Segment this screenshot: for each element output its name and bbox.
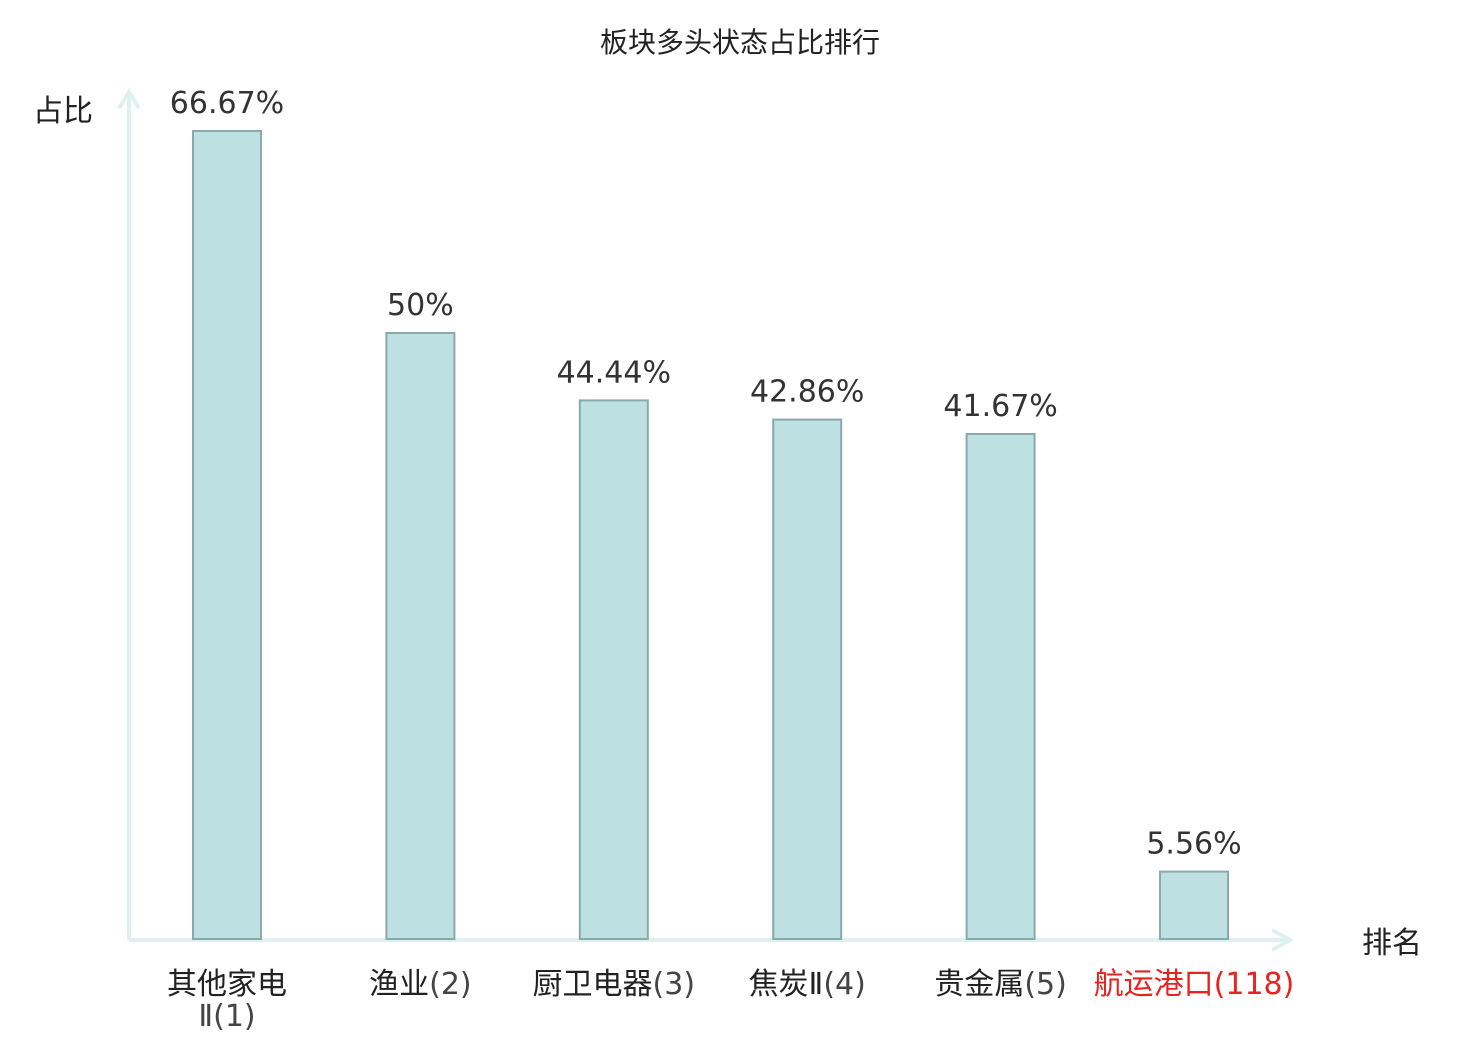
bars-group <box>192 130 1229 941</box>
bar-6 <box>1159 870 1229 940</box>
bar-2 <box>385 332 456 940</box>
axes <box>117 88 1295 952</box>
category-label-5: 贵金属(5) <box>934 967 1067 1002</box>
chart-title: 板块多头状态占比排行 <box>600 26 880 59</box>
x-axis-arrow-icon <box>1271 928 1295 952</box>
category-label-2: 渔业(2) <box>369 967 472 1002</box>
value-label-6: 5.56% <box>1146 827 1241 862</box>
bar-4 <box>772 418 843 941</box>
category-labels-group: 其他家电 Ⅱ(1) 渔业(2) 厨卫电器(3) 焦炭Ⅱ(4) 贵金属(5) 航运港口(118… <box>167 967 1294 1034</box>
x-axis-label: 排名 <box>1362 926 1422 961</box>
y-axis-arrow-icon <box>117 88 141 110</box>
bar-1 <box>192 130 262 940</box>
value-label-5: 41.67% <box>943 389 1057 424</box>
bar-3 <box>578 399 649 940</box>
bar-5 <box>965 433 1036 940</box>
category-label-1: 其他家电 Ⅱ(1) <box>167 967 287 1034</box>
value-labels-group: 66.67% 50% 44.44% 42.86% 41.67% 5.56% <box>170 86 1242 862</box>
category-label-6: 航运港口(118) <box>1094 967 1295 1002</box>
y-axis-label: 占比 <box>33 94 93 129</box>
category-label-3: 厨卫电器(3) <box>533 967 696 1002</box>
value-label-3: 44.44% <box>557 355 671 390</box>
value-label-2: 50% <box>387 288 454 323</box>
category-label-4: 焦炭Ⅱ(4) <box>749 967 866 1002</box>
value-label-4: 42.86% <box>750 375 864 410</box>
value-label-1: 66.67% <box>170 86 284 121</box>
